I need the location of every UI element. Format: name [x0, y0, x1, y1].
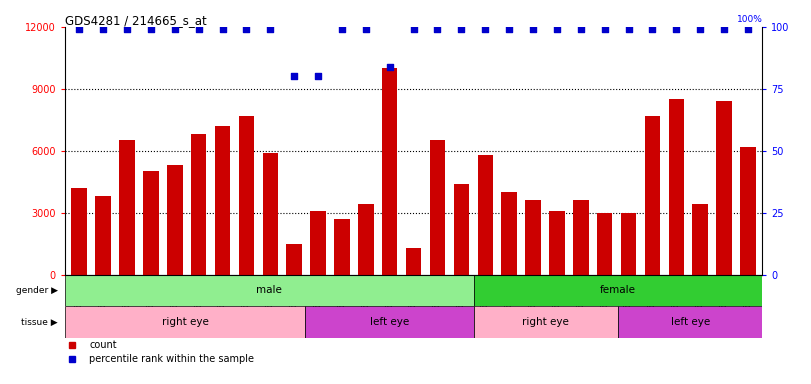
Bar [191, 134, 207, 275]
Point [407, 26, 420, 32]
Bar [263, 153, 278, 275]
Point [741, 26, 754, 32]
Bar [618, 306, 762, 338]
Point [622, 26, 635, 32]
Point [97, 26, 109, 32]
Bar [478, 155, 493, 275]
Point [264, 26, 277, 32]
Point [526, 26, 539, 32]
Bar [143, 171, 159, 275]
Text: gender ▶: gender ▶ [16, 286, 58, 295]
Bar [474, 306, 618, 338]
Bar [65, 306, 306, 338]
Point [144, 26, 157, 32]
Bar [119, 141, 135, 275]
Point [240, 26, 253, 32]
Point [384, 63, 397, 70]
Bar [716, 101, 732, 275]
Bar [620, 213, 637, 275]
Bar [549, 211, 564, 275]
Bar [645, 116, 660, 275]
Point [503, 26, 516, 32]
Point [73, 26, 86, 32]
Point [718, 26, 731, 32]
Point [551, 26, 564, 32]
Point [693, 26, 706, 32]
Point [574, 26, 587, 32]
Bar [71, 188, 87, 275]
Bar [693, 204, 708, 275]
Bar [382, 68, 397, 275]
Bar [406, 248, 422, 275]
Bar [573, 200, 589, 275]
Point [288, 73, 301, 79]
Bar [740, 147, 756, 275]
Text: count: count [89, 339, 117, 349]
Bar [311, 211, 326, 275]
Point [121, 26, 134, 32]
Point [168, 26, 181, 32]
Bar [358, 204, 374, 275]
Bar [65, 275, 474, 306]
Text: left eye: left eye [370, 317, 410, 327]
Bar [334, 219, 350, 275]
Text: male: male [256, 285, 282, 295]
Point [670, 26, 683, 32]
Text: female: female [600, 285, 636, 295]
Text: GDS4281 / 214665_s_at: GDS4281 / 214665_s_at [65, 14, 207, 27]
Point [359, 26, 372, 32]
Bar [167, 165, 182, 275]
Bar [238, 116, 254, 275]
Text: right eye: right eye [522, 317, 569, 327]
Bar [215, 126, 230, 275]
Point [646, 26, 659, 32]
Bar [597, 213, 612, 275]
Point [192, 26, 205, 32]
Point [599, 26, 611, 32]
Bar [526, 200, 541, 275]
Point [431, 26, 444, 32]
Point [311, 73, 324, 79]
Bar [453, 184, 469, 275]
Point [455, 26, 468, 32]
Bar [668, 99, 684, 275]
Bar [306, 306, 474, 338]
Text: 100%: 100% [736, 15, 762, 25]
Text: right eye: right eye [161, 317, 208, 327]
Point [336, 26, 349, 32]
Text: percentile rank within the sample: percentile rank within the sample [89, 354, 255, 364]
Point [216, 26, 229, 32]
Bar [501, 192, 517, 275]
Text: tissue ▶: tissue ▶ [21, 318, 58, 326]
Bar [430, 141, 445, 275]
Bar [96, 196, 111, 275]
Bar [286, 244, 302, 275]
Text: left eye: left eye [671, 317, 710, 327]
Point [478, 26, 491, 32]
Bar [474, 275, 762, 306]
